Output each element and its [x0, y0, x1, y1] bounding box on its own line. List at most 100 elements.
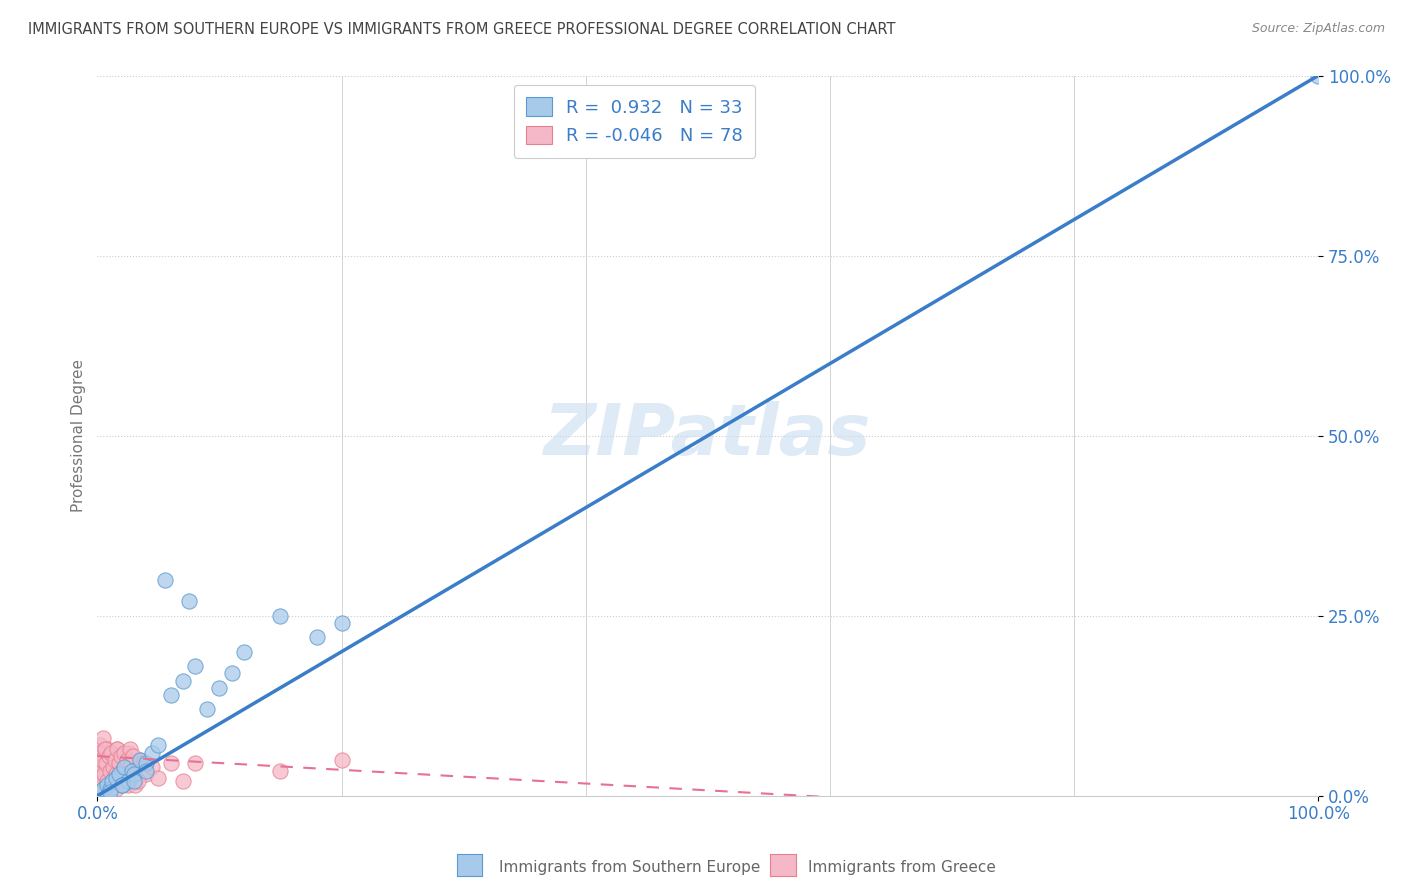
Point — [112, 746, 135, 760]
Point — [110, 774, 132, 789]
Point — [108, 767, 131, 781]
Point — [98, 764, 121, 778]
Point — [115, 771, 138, 785]
Point — [330, 615, 353, 630]
Point — [118, 746, 141, 760]
Point — [148, 771, 170, 785]
Point — [184, 756, 207, 771]
Point — [90, 785, 112, 799]
Point — [98, 760, 121, 774]
Point — [107, 756, 129, 771]
Point — [232, 645, 254, 659]
Point — [107, 742, 129, 756]
Point — [124, 778, 146, 792]
Point — [122, 749, 145, 764]
Point — [93, 771, 115, 785]
Point — [101, 749, 124, 764]
Point — [91, 753, 114, 767]
Point — [94, 742, 117, 756]
Point — [111, 778, 134, 792]
Point — [110, 749, 132, 764]
Point — [115, 756, 138, 771]
Point — [89, 760, 111, 774]
Point — [135, 764, 157, 778]
Point — [135, 767, 157, 781]
Point — [141, 760, 163, 774]
Point — [208, 681, 231, 695]
Point — [98, 781, 121, 796]
Point — [129, 753, 152, 767]
Point — [141, 746, 163, 760]
Point — [90, 771, 112, 785]
Point — [221, 666, 243, 681]
Point — [121, 764, 143, 778]
Point — [98, 785, 121, 799]
Point — [330, 753, 353, 767]
Point — [111, 764, 134, 778]
Point — [121, 774, 143, 789]
Point — [135, 756, 157, 771]
Point — [172, 774, 194, 789]
Point — [111, 760, 134, 774]
Point — [131, 756, 153, 771]
Point — [269, 608, 291, 623]
Point — [114, 771, 136, 785]
Point — [90, 746, 112, 760]
Point — [122, 756, 145, 771]
Point — [96, 778, 118, 792]
Point — [93, 781, 115, 796]
Point — [97, 753, 120, 767]
Point — [101, 774, 124, 789]
Point — [93, 767, 115, 781]
Point — [91, 731, 114, 746]
Point — [100, 746, 122, 760]
Point — [129, 753, 152, 767]
Point — [101, 760, 124, 774]
Point — [122, 767, 145, 781]
Legend: R =  0.932   N = 33, R = -0.046   N = 78: R = 0.932 N = 33, R = -0.046 N = 78 — [513, 85, 755, 158]
Text: Immigrants from Southern Europe: Immigrants from Southern Europe — [499, 860, 761, 874]
Point — [108, 774, 131, 789]
Point — [172, 673, 194, 688]
Text: Immigrants from Greece: Immigrants from Greece — [808, 860, 997, 874]
Point — [127, 774, 149, 789]
Point — [148, 739, 170, 753]
Point — [104, 753, 127, 767]
Point — [87, 746, 110, 760]
Point — [159, 756, 181, 771]
Point — [121, 767, 143, 781]
Point — [112, 760, 135, 774]
Point — [91, 778, 114, 792]
Point — [184, 659, 207, 673]
Point — [269, 764, 291, 778]
Point — [117, 767, 139, 781]
Point — [107, 767, 129, 781]
Point — [93, 749, 115, 764]
Point — [195, 702, 218, 716]
Text: IMMIGRANTS FROM SOUTHERN EUROPE VS IMMIGRANTS FROM GREECE PROFESSIONAL DEGREE CO: IMMIGRANTS FROM SOUTHERN EUROPE VS IMMIG… — [28, 22, 896, 37]
Text: Source: ZipAtlas.com: Source: ZipAtlas.com — [1251, 22, 1385, 36]
Point — [125, 771, 148, 785]
Point — [117, 778, 139, 792]
Point — [104, 781, 127, 796]
Point — [103, 756, 125, 771]
Point — [90, 760, 112, 774]
Text: ZIPatlas: ZIPatlas — [544, 401, 872, 470]
Point — [103, 771, 125, 785]
Point — [111, 778, 134, 792]
Point — [122, 774, 145, 789]
Point — [118, 742, 141, 756]
Point — [117, 774, 139, 789]
Point — [105, 742, 128, 756]
Point — [307, 630, 329, 644]
Point — [117, 753, 139, 767]
Point — [100, 764, 122, 778]
Point — [108, 753, 131, 767]
Point — [89, 739, 111, 753]
Y-axis label: Professional Degree: Professional Degree — [72, 359, 86, 512]
Point — [94, 781, 117, 796]
Point — [87, 767, 110, 781]
Point — [89, 753, 111, 767]
Point — [97, 749, 120, 764]
Point — [177, 594, 200, 608]
